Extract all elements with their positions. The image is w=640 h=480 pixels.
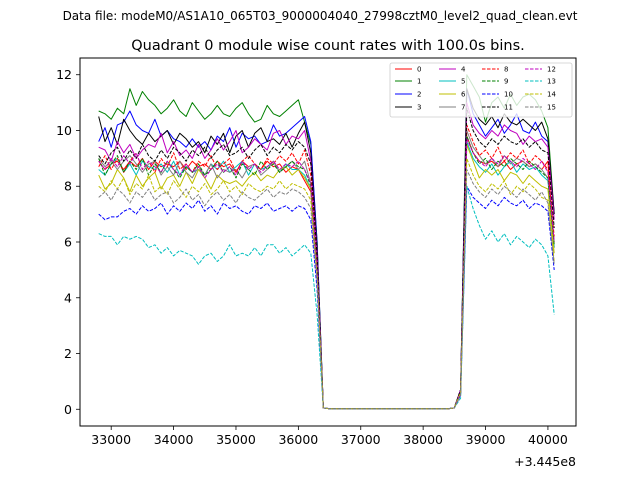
series-line-8 — [98, 124, 555, 410]
series-line-14 — [98, 157, 555, 410]
legend-label-1: 1 — [417, 78, 421, 86]
legend-label-13: 13 — [547, 78, 556, 86]
x-axis: 33000 34000 35000 36000 37000 38000 39000 40000 — [91, 426, 568, 447]
legend-label-11: 11 — [504, 104, 513, 112]
x-tick-label: 38000 — [403, 432, 443, 447]
y-axis: 0 2 4 6 8 10 12 — [56, 67, 80, 417]
x-tick-label: 34000 — [154, 432, 194, 447]
legend-label-2: 2 — [417, 91, 421, 99]
chart-title: Quadrant 0 module wise count rates with … — [131, 38, 525, 54]
x-axis-offset-label: +3.445e8 — [514, 454, 576, 469]
x-tick-label: 39000 — [466, 432, 506, 447]
legend-label-12: 12 — [547, 66, 556, 74]
x-tick-label: 40000 — [528, 432, 568, 447]
series-line-11 — [98, 107, 555, 410]
legend-frame — [389, 62, 573, 118]
legend-label-4: 4 — [461, 66, 466, 74]
y-tick-label: 10 — [56, 123, 72, 138]
y-tick-label: 8 — [64, 179, 72, 194]
legend-label-7: 7 — [461, 104, 465, 112]
legend-label-14: 14 — [547, 91, 556, 99]
legend-label-5: 5 — [461, 78, 465, 86]
series-layer — [98, 74, 555, 410]
series-line-15 — [98, 169, 555, 410]
y-tick-label: 4 — [64, 290, 72, 305]
x-tick-label: 35000 — [216, 432, 256, 447]
y-tick-label: 12 — [56, 67, 72, 82]
x-tick-label: 37000 — [341, 432, 381, 447]
legend-label-9: 9 — [504, 78, 508, 86]
x-tick-label: 33000 — [91, 432, 131, 447]
y-tick-label: 6 — [64, 235, 72, 250]
x-tick-label: 36000 — [278, 432, 318, 447]
y-tick-label: 2 — [64, 346, 72, 361]
figure-suptitle: Data file: modeM0/AS1A10_065T03_90000040… — [63, 9, 578, 23]
legend-label-15: 15 — [547, 104, 556, 112]
y-tick-label: 0 — [64, 402, 72, 417]
legend-label-3: 3 — [417, 104, 421, 112]
legend-label-10: 10 — [504, 91, 513, 99]
legend-label-6: 6 — [461, 91, 466, 99]
legend-label-0: 0 — [417, 66, 421, 74]
legend-label-8: 8 — [504, 66, 508, 74]
